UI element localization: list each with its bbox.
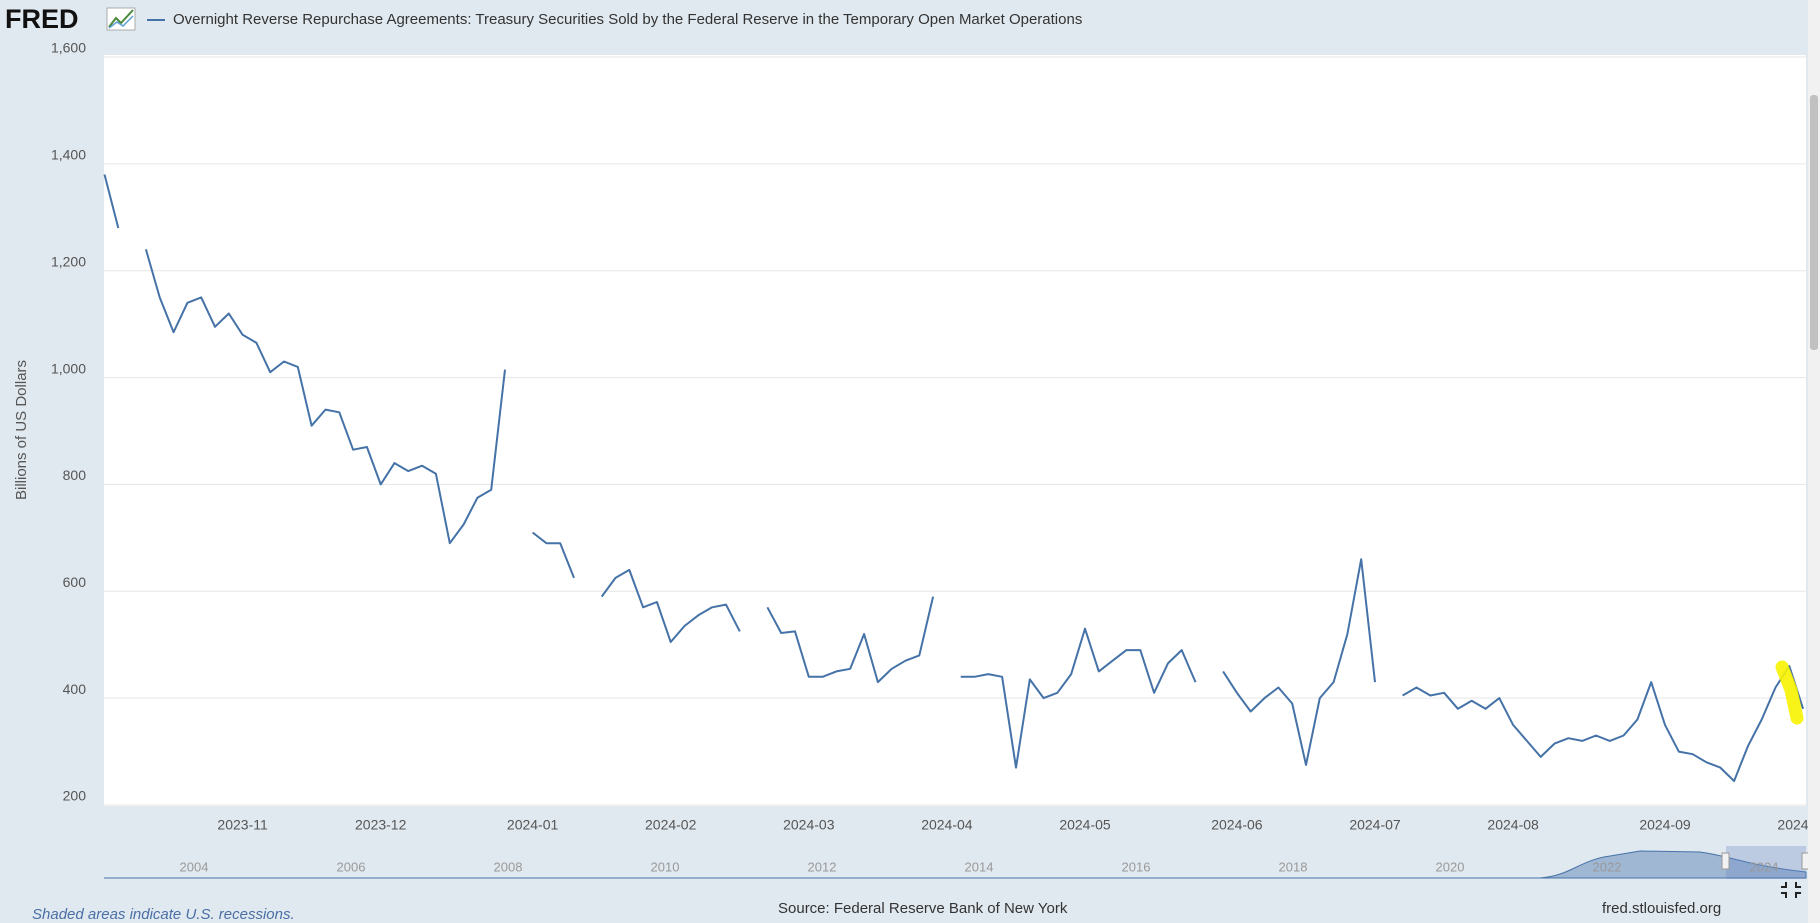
recession-note: Shaded areas indicate U.S. recessions. <box>32 906 295 923</box>
navigator-handle[interactable] <box>1721 852 1730 870</box>
x-tick-label: 2024-01 <box>507 817 559 833</box>
y-tick-label: 400 <box>63 681 87 697</box>
navigator-year: 2004 <box>180 859 209 874</box>
scrollbar-thumb[interactable] <box>1810 95 1818 350</box>
y-tick-label: 1,400 <box>51 147 86 163</box>
navigator-year: 2018 <box>1279 859 1308 874</box>
y-tick-label: 600 <box>63 574 87 590</box>
navigator-year: 2012 <box>808 859 837 874</box>
navigator-year: 2014 <box>965 859 994 874</box>
navigator-area <box>104 850 1807 879</box>
x-tick-label: 2023-11 <box>217 817 268 833</box>
y-axis-title: Billions of US Dollars <box>13 360 30 500</box>
y-tick-label: 1,000 <box>51 360 86 376</box>
x-tick-label: 2024-04 <box>921 817 973 833</box>
source: Source: Federal Reserve Bank of New York <box>778 900 1068 917</box>
grid: 200 400 600 800 1,000 1,200 1,400 1,600 2023-11 2… <box>51 40 1820 833</box>
navigator-year: 2010 <box>651 859 680 874</box>
x-tick-label: 2024-06 <box>1211 817 1263 833</box>
navigator-selection[interactable] <box>1726 846 1806 879</box>
highlight-annotation <box>1775 660 1804 725</box>
y-tick-label: 1,200 <box>51 253 86 269</box>
navigator-year: 2024 <box>1750 859 1779 874</box>
site: fred.stlouisfed.org <box>1602 900 1721 917</box>
x-tick-label: 2024-03 <box>783 817 835 833</box>
logo: FRED <box>5 4 79 34</box>
navigator-handle[interactable] <box>1801 852 1810 870</box>
x-tick-label: 2024-05 <box>1059 817 1111 833</box>
navigator-year: 2016 <box>1122 859 1151 874</box>
navigator-year: 2008 <box>494 859 523 874</box>
x-tick-label: 2024-07 <box>1349 817 1401 833</box>
navigator-year: 2020 <box>1436 859 1465 874</box>
x-tick-label: 2024-02 <box>645 817 697 833</box>
navigator <box>104 846 1810 879</box>
y-tick-label: 200 <box>63 788 87 804</box>
plot-area <box>104 55 1806 806</box>
x-tick-label: 2023-12 <box>355 817 407 833</box>
x-tick-label: 2024-09 <box>1639 817 1691 833</box>
y-tick-label: 1,600 <box>51 40 86 56</box>
expand-icon[interactable] <box>1781 882 1801 898</box>
navigator-bg <box>104 846 1806 879</box>
navigator-year: 2022 <box>1593 859 1622 874</box>
x-tick-label: 2024-08 <box>1487 817 1539 833</box>
series-layer <box>103 174 1805 782</box>
legend-label: Overnight Reverse Repurchase Agreements:… <box>173 11 1082 28</box>
y-tick-label: 800 <box>63 467 87 483</box>
logo-icon <box>106 7 136 31</box>
series-line <box>103 174 1805 782</box>
navigator-year: 2006 <box>337 859 366 874</box>
navigator-years: 2004 2006 2008 2010 2012 2014 2016 2018 2020 2022… <box>180 859 1779 874</box>
